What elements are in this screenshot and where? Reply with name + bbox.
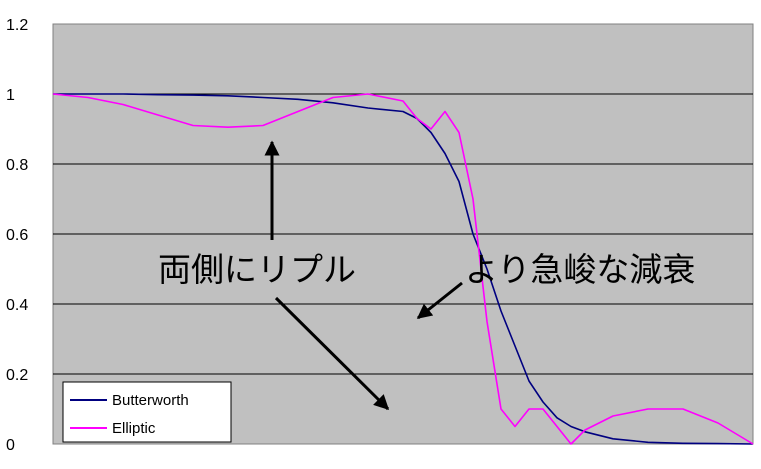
annotation-steep: より急峻な減衰 [465,250,695,289]
y-tick-label: 0.6 [6,227,28,244]
grid-lines [53,93,753,375]
y-tick-label: 1.2 [6,17,28,34]
legend: Butterworth Elliptic [62,381,232,443]
y-tick-label: 0 [6,437,15,454]
series-line-butterworth [53,93,754,445]
y-tick-label: 0.8 [6,157,28,174]
series-line-elliptic [52,93,754,445]
y-axis-ticks: 0 0.2 0.4 0.6 0.8 1 1.2 [6,17,28,454]
legend-box [62,381,232,443]
y-tick-label: 0.4 [6,297,28,314]
series-layer [52,93,754,445]
legend-label-elliptic: Elliptic [112,420,156,437]
y-tick-label: 0.2 [6,367,28,384]
arrow-steep [416,281,463,320]
y-tick-label: 1 [6,87,15,104]
annotation-ripple: 両側にリプル [158,250,356,289]
legend-label-butterworth: Butterworth [112,392,189,409]
arrow-ripple-down [274,296,390,411]
